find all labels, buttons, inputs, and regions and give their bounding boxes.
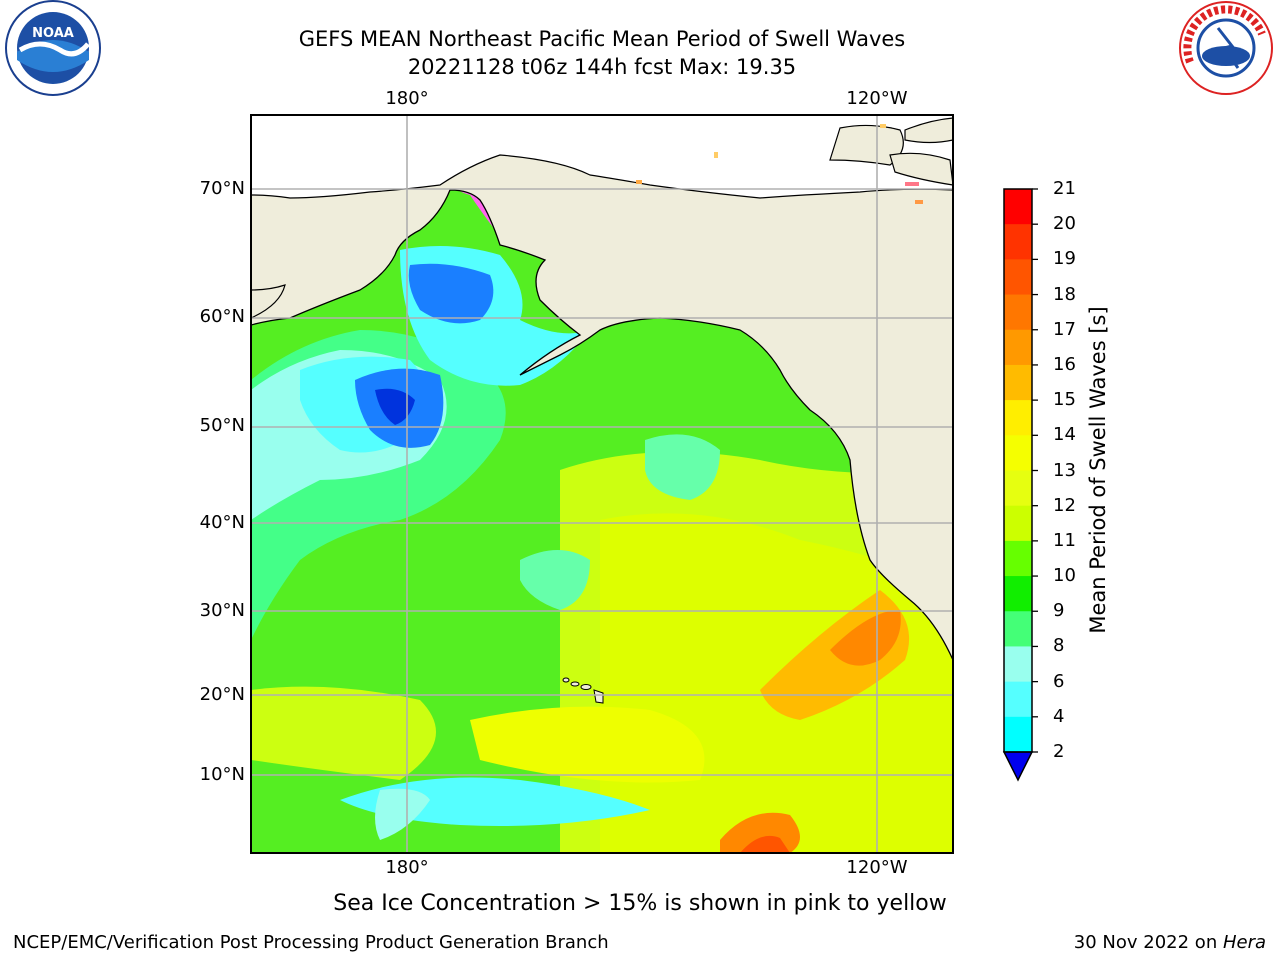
map-subtitle: 20221128 t06z 144h fcst Max: 19.35	[407, 55, 797, 79]
colorbar-tick-label: 19	[1053, 248, 1076, 270]
colorbar-tick-label: 9	[1053, 600, 1065, 622]
colorbar-segment	[1004, 259, 1032, 296]
lat-label-20n: 20°N	[199, 684, 245, 705]
map-title: GEFS MEAN Northeast Pacific Mean Period …	[298, 27, 906, 51]
colorbar-tick-label: 21	[1053, 178, 1076, 199]
colorbar-segment	[1004, 611, 1032, 647]
lon-label-bottom-180: 180°	[385, 857, 429, 878]
colorbar-segment	[1004, 364, 1032, 401]
run-date: 30 Nov 2022 on Hera	[1074, 932, 1266, 953]
colorbar-tick-label: 6	[1053, 670, 1065, 692]
colorbar-segment	[1004, 294, 1032, 331]
lon-label-top-180: 180°	[385, 88, 429, 109]
colorbar-tick-label: 10	[1053, 565, 1076, 587]
svg-text:NOAA: NOAA	[32, 26, 74, 41]
colorbar-tick-label: 14	[1053, 424, 1076, 446]
colorbar-tick-label: 20	[1053, 213, 1076, 235]
credit-text: NCEP/EMC/Verification Post Processing Pr…	[13, 932, 609, 953]
colorbar-segment	[1004, 646, 1032, 683]
colorbar-tick-label: 17	[1053, 318, 1076, 340]
colorbar-segment	[1004, 435, 1032, 471]
colorbar-segment	[1004, 681, 1032, 718]
colorbar-segment	[1004, 540, 1032, 577]
colorbar-tick-label: 18	[1053, 283, 1076, 305]
colorbar-tick-label: 13	[1053, 459, 1076, 481]
colorbar-tick-label: 16	[1053, 353, 1076, 375]
colorbar-segment	[1004, 400, 1032, 436]
colorbar-segment	[1004, 329, 1032, 366]
lat-label-30n: 30°N	[199, 600, 245, 621]
map-frame	[250, 114, 954, 854]
colorbar-tick-label: 2	[1053, 741, 1065, 762]
lat-label-60n: 60°N	[199, 306, 245, 327]
colorbar-extend-arrow	[1002, 751, 1034, 782]
colorbar-segment	[1004, 576, 1032, 612]
lat-label-50n: 50°N	[199, 415, 245, 436]
colorbar-tick-label: 4	[1053, 705, 1065, 727]
colorbar-tick-label: 11	[1053, 529, 1076, 551]
colorbar-segment	[1004, 189, 1032, 225]
colorbar	[1002, 188, 1038, 782]
lat-label-10n: 10°N	[199, 764, 245, 785]
colorbar-tick-label: 12	[1053, 494, 1076, 516]
lon-label-bottom-120w: 120°W	[846, 857, 908, 878]
graticule	[251, 115, 953, 853]
colorbar-tick-label: 8	[1053, 635, 1065, 657]
nws-logo	[1179, 1, 1273, 95]
colorbar-segment	[1004, 224, 1032, 260]
sea-ice-note: Sea Ice Concentration > 15% is shown in …	[333, 891, 947, 916]
swell-period-field	[251, 115, 953, 853]
host-name: Hera	[1222, 932, 1266, 953]
colorbar-segment	[1004, 716, 1032, 753]
colorbar-segment	[1004, 470, 1032, 507]
hawaii-islands	[562, 677, 604, 704]
lon-label-top-120w: 120°W	[846, 88, 908, 109]
colorbar-title: Mean Period of Swell Waves [s]	[1086, 306, 1110, 634]
run-date-text: 30 Nov 2022 on	[1073, 932, 1223, 953]
noaa-logo: NOAA	[5, 0, 101, 96]
lat-label-40n: 40°N	[199, 512, 245, 533]
colorbar-segment	[1004, 505, 1032, 542]
colorbar-tick-label: 15	[1053, 389, 1076, 411]
lat-label-70n: 70°N	[199, 178, 245, 199]
